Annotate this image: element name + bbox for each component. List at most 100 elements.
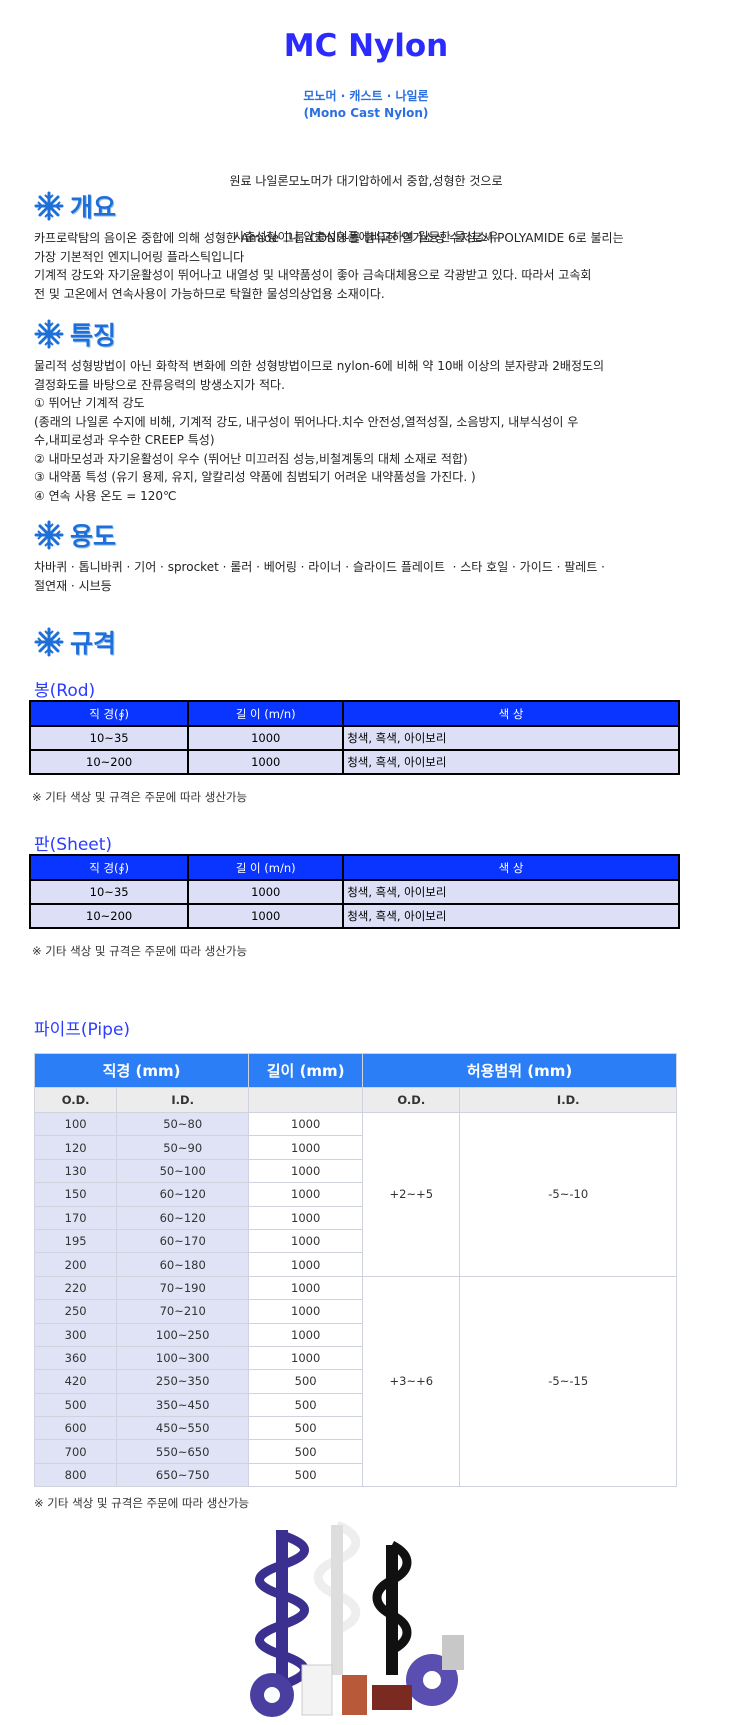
text-line: 전 및 고온에서 연속사용이 가능하므로 탁월한 물성의상업용 소재이다. (34, 286, 385, 301)
text-line: (종래의 나일론 수지에 비해, 기계적 강도, 내구성이 뛰어나다.치수 안전… (34, 414, 579, 429)
od-cell: 700 (33, 1439, 118, 1464)
section-heading-text: 규격 (70, 629, 117, 658)
section-icon (34, 319, 64, 349)
sub-header (248, 1087, 364, 1113)
length-cell: 500 (248, 1369, 364, 1394)
group-header: 직경 (mm) (33, 1053, 250, 1088)
id-cell: 100~300 (116, 1345, 250, 1371)
table-row: 800 650~750 500 (33, 1462, 677, 1488)
id-cell: 70~210 (116, 1299, 250, 1324)
sub-header: I.D. (116, 1087, 250, 1113)
od-cell: 195 (33, 1228, 118, 1254)
note: ※ 기타 색상 및 규격은 주문에 따라 생산가능 (32, 944, 248, 958)
length-cell: 1000 (248, 1182, 364, 1207)
table-row: 200 60~180 1000 (33, 1252, 677, 1277)
id-cell: 60~180 (116, 1252, 250, 1277)
table-cell: 1000 (187, 749, 345, 775)
sub-header: I.D. (459, 1087, 677, 1113)
subtitle: 모노머 · 캐스트 · 나일론 (303, 89, 429, 103)
table-cell: 1000 (187, 903, 345, 929)
od-cell: 500 (33, 1392, 118, 1418)
text-line: 가장 기본적인 엔지니어링 플라스틱입니다 (34, 249, 245, 264)
table-row: 170 60~120 1000 (33, 1205, 677, 1230)
id-cell: 60~170 (116, 1228, 250, 1254)
sub-title: 판(Sheet) (34, 835, 113, 855)
length-cell: 1000 (248, 1275, 364, 1301)
length-cell: 1000 (248, 1322, 364, 1347)
table-row: 120 50~90 1000 (33, 1135, 677, 1160)
section-heading: 용도 (34, 519, 116, 551)
section-heading: 특징 (34, 318, 116, 350)
od-cell: 130 (33, 1158, 118, 1184)
page-title: MC Nylon (283, 28, 449, 64)
product-image (242, 1515, 474, 1723)
section-heading-text: 용도 (70, 522, 117, 551)
section-body: 물리적 성형방법이 아닌 화학적 변화에 의한 성형방법이므로 nylon-6에… (34, 357, 604, 505)
id-tolerance: -5~-15 (459, 1275, 677, 1488)
table-cell: 10~35 (28, 879, 190, 905)
text-line: 절연재 · 시브등 (34, 578, 112, 593)
table-row: 10~200 1000 청색, 흑색, 아이보리 (28, 749, 680, 775)
id-cell: 50~90 (116, 1135, 250, 1160)
od-cell: 220 (33, 1275, 118, 1301)
table-cell: 1000 (187, 879, 345, 905)
text-line: 결정화도를 바탕으로 잔류응력의 방생소지가 적다. (34, 377, 285, 392)
length-cell: 1000 (248, 1205, 364, 1230)
length-cell: 500 (248, 1439, 364, 1464)
note: ※ 기타 색상 및 규격은 주문에 따라 생산가능 (32, 790, 248, 804)
intro-line: 사출성형이나 압출성형품에비교하여 월등한 물성소유 (233, 229, 499, 244)
table-row: 300 100~250 1000 (33, 1322, 677, 1347)
table-row: 600 450~550 500 (33, 1416, 677, 1441)
group-header: 길이 (mm) (248, 1053, 364, 1088)
text-line: ② 내마모성과 자기윤활성이 우수 (뛰어난 미끄러짐 성능,비철계통의 대체 … (34, 451, 468, 466)
text-line: ④ 연속 사용 온도 = 120℃ (34, 488, 177, 503)
text-line: ③ 내약품 특성 (유기 용제, 유지, 알칼리성 약품에 침범되기 어려운 내… (34, 470, 476, 484)
length-cell: 1000 (248, 1299, 364, 1324)
od-cell: 100 (33, 1111, 118, 1137)
length-cell: 1000 (248, 1135, 364, 1160)
text-line: 수,내피로성과 우수한 CREEP 특성) (34, 433, 215, 447)
length-cell: 1000 (248, 1111, 364, 1137)
group-header-row: 직경 (mm) 길이 (mm) 허용범위 (mm) (33, 1053, 677, 1088)
id-cell: 550~650 (116, 1439, 250, 1464)
text-line: 차바퀴 · 톱니바퀴 · 기어 · sprocket · 롤러 · 베어링 · … (34, 560, 605, 574)
length-cell: 1000 (248, 1228, 364, 1254)
group-header: 허용범위 (mm) (362, 1053, 677, 1088)
section-heading: 개요 (34, 190, 116, 222)
section-heading-text: 개요 (70, 193, 117, 222)
table-cell: 청색, 흑색, 아이보리 (342, 903, 680, 929)
table-row: 500 350~450 500 (33, 1392, 677, 1418)
intro-line: 원료 나일론모노머가 대기압하에서 중합,성형한 것으로 (229, 174, 503, 188)
length-cell: 500 (248, 1416, 364, 1441)
column-header: 길 이 (m/n) (187, 854, 345, 881)
column-header: 직 경(∮) (28, 700, 190, 727)
length-cell: 1000 (248, 1158, 364, 1184)
table-row: 250 70~210 1000 (33, 1299, 677, 1324)
table-row: 700 550~650 500 (33, 1439, 677, 1464)
table-cell: 청색, 흑색, 아이보리 (342, 725, 680, 751)
spec-table: 직 경(∮) 길 이 (m/n) 색 상 10~35 1000 청색, 흑색, 아이보리 1… (28, 700, 680, 775)
od-cell: 250 (33, 1299, 118, 1324)
note: ※ 기타 색상 및 규격은 주문에 따라 생산가능 (34, 1496, 250, 1510)
table-row: 220 70~190 1000 +3~+6 -5~-15 (33, 1275, 677, 1488)
id-cell: 60~120 (116, 1205, 250, 1230)
intro: 원료 나일론모노머가 대기압하에서 중합,성형한 것으로 사출성형이나 압출성형… (0, 135, 732, 283)
column-header: 색 상 (342, 854, 680, 881)
table-cell: 청색, 흑색, 아이보리 (342, 879, 680, 905)
column-header: 길 이 (m/n) (187, 700, 345, 727)
section-heading: 규격 (34, 626, 116, 658)
id-cell: 100~250 (116, 1322, 250, 1347)
od-tolerance: +3~+6 (362, 1275, 461, 1488)
id-cell: 60~120 (116, 1182, 250, 1207)
od-cell: 200 (33, 1252, 118, 1277)
od-cell: 420 (33, 1369, 118, 1394)
column-header: 색 상 (342, 700, 680, 727)
id-cell: 650~750 (116, 1462, 250, 1488)
table-row: 10~35 1000 청색, 흑색, 아이보리 (28, 879, 680, 905)
table-row: 420 250~350 500 (33, 1369, 677, 1394)
text-line: ① 뛰어난 기계적 강도 (34, 396, 145, 410)
table-row: 100 50~80 1000 +2~+5 -5~-10 (33, 1111, 677, 1277)
text-line: 기계적 강도와 자기윤활성이 뛰어나고 내열성 및 내약품성이 좋아 금속대체용… (34, 268, 592, 282)
table-row: 10~200 1000 청색, 흑색, 아이보리 (28, 903, 680, 929)
od-cell: 170 (33, 1205, 118, 1230)
